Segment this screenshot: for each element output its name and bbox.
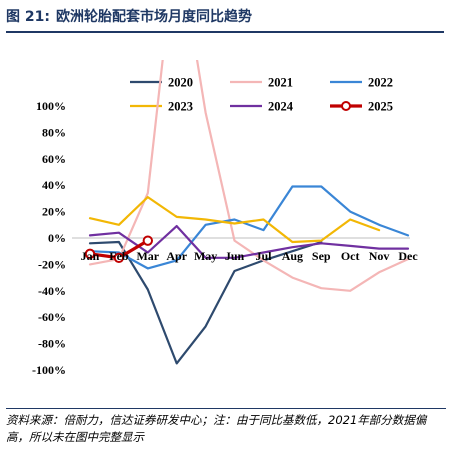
x-tick-label: Apr (166, 249, 187, 263)
y-tick-label: -20% (38, 257, 66, 271)
y-tick-label: -80% (38, 337, 66, 351)
legend-label-2025: 2025 (368, 100, 393, 114)
x-tick-label: Jun (225, 249, 245, 263)
series-point-2025 (84, 248, 96, 260)
y-axis: 100% 80% 60% 40% 20% 0% -20% -40% -60% -80% -100% (32, 99, 410, 377)
x-tick-label: Jul (255, 249, 272, 263)
legend-label-2022: 2022 (368, 76, 393, 90)
y-tick-label: -40% (38, 284, 66, 298)
x-tick-label: Aug (282, 249, 303, 263)
y-tick-label: 20% (42, 205, 66, 219)
x-tick-label: Nov (369, 249, 390, 263)
x-tick-label: Mar (136, 249, 159, 263)
x-tick-label: Feb (109, 249, 129, 263)
x-tick-label: May (194, 249, 217, 263)
series-line-2022 (88, 185, 410, 270)
legend-marker-2025 (341, 101, 351, 111)
series-line-2023 (88, 196, 381, 244)
figure-title-text: 欧洲轮胎配套市场月度同比趋势 (55, 9, 252, 25)
legend-label-2023: 2023 (168, 100, 193, 114)
series-point-2025 (113, 252, 125, 264)
legend-label-2020: 2020 (168, 76, 193, 90)
y-tick-label: 100% (36, 99, 66, 113)
legend-label-2021: 2021 (268, 76, 293, 90)
legend-label-2024: 2024 (268, 100, 294, 114)
x-tick-label: Oct (341, 249, 360, 263)
plot-area (84, 60, 410, 365)
x-axis: Jan Feb Mar Apr May Jun Jul Aug Sep Oct Nov Dec (81, 249, 419, 263)
y-tick-label: 40% (42, 178, 66, 192)
y-tick-label: 60% (42, 152, 66, 166)
chart-legend: 2020 2021 2022 2023 2024 2025 (130, 76, 393, 114)
series-point-2025 (142, 235, 154, 246)
line-chart: 2020 2021 2022 2023 2024 2025 100% 80% 60% 40% 20… (32, 60, 419, 377)
y-tick-label: 80% (42, 125, 66, 139)
x-tick-label: Jan (81, 249, 100, 263)
series-line-2024 (88, 225, 410, 259)
y-tick-label: -100% (32, 363, 66, 377)
source-note: 资料来源：倍耐力，信达证券研发中心；注：由于同比基数低，2021年部分数据偏高，… (6, 408, 446, 446)
series-line-2021 (88, 60, 410, 292)
figure-title: 图 21: 欧洲轮胎配套市场月度同比趋势 (6, 5, 444, 33)
y-tick-label: 0% (48, 231, 66, 245)
x-tick-label: Sep (312, 249, 331, 263)
x-tick-label: Dec (398, 249, 418, 263)
y-tick-label: -60% (38, 310, 66, 324)
figure-label: 图 21: (6, 9, 50, 25)
